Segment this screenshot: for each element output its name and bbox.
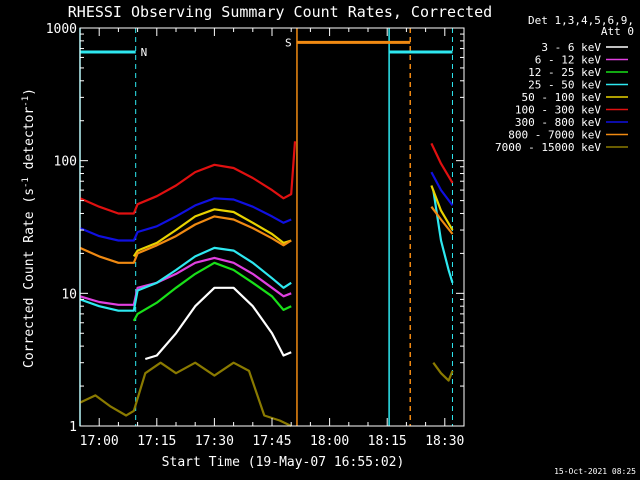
series-line-7 bbox=[79, 215, 292, 264]
series-line-1 bbox=[79, 256, 292, 306]
x-tick-label: 18:30 bbox=[425, 434, 464, 449]
x-tick-label: 17:15 bbox=[137, 434, 176, 449]
legend-label: 50 - 100 keV bbox=[522, 91, 602, 104]
legend-label: 3 - 6 keV bbox=[541, 41, 601, 54]
x-tick-label: 18:00 bbox=[310, 434, 349, 449]
series-line-post-gap-6 bbox=[430, 171, 454, 207]
saa-label: S bbox=[285, 36, 292, 49]
y-tick-label: 1000 bbox=[46, 22, 77, 37]
night-label: N bbox=[141, 46, 148, 59]
series-line-post-gap-4 bbox=[430, 185, 454, 231]
legend-label: 300 - 800 keV bbox=[515, 116, 601, 129]
series-line-post-gap-5 bbox=[430, 142, 454, 184]
legend-label: 800 - 7000 keV bbox=[508, 129, 601, 142]
y-axis-label: Corrected Count Rate (s-1 detector-1) bbox=[21, 88, 37, 368]
x-axis-label: Start Time (19-May-07 16:55:02) bbox=[162, 455, 405, 470]
x-tick-label: 17:00 bbox=[80, 434, 119, 449]
legend-label: 25 - 50 keV bbox=[528, 79, 601, 92]
y-tick-label: 1 bbox=[69, 420, 77, 435]
legend-label: 6 - 12 keV bbox=[535, 54, 602, 67]
series-line-5 bbox=[79, 141, 297, 215]
x-tick-label: 17:45 bbox=[252, 434, 291, 449]
series-line-6 bbox=[79, 197, 292, 242]
x-tick-label: 17:30 bbox=[195, 434, 234, 449]
x-tick-label: 18:15 bbox=[368, 434, 407, 449]
legend-header: Att 0 bbox=[601, 25, 634, 38]
series-line-2 bbox=[132, 261, 292, 322]
series-line-3 bbox=[79, 246, 292, 312]
y-axis: 1 10 100 1000 bbox=[46, 22, 464, 435]
series-line-post-gap-7 bbox=[430, 206, 454, 235]
series-line-0 bbox=[144, 286, 292, 361]
legend-header: Det 1,3,4,5,6,9, bbox=[528, 14, 634, 27]
x-axis: 17:00 17:15 17:30 17:45 18:00 18:15 18:30 bbox=[79, 28, 465, 449]
plot-area: NS bbox=[79, 28, 454, 427]
series-line-post-gap-8 bbox=[432, 362, 454, 382]
y-tick-label: 100 bbox=[54, 155, 77, 170]
chart-title: RHESSI Observing Summary Count Rates, Co… bbox=[68, 3, 492, 21]
series-line-8 bbox=[79, 361, 292, 427]
legend-label: 100 - 300 keV bbox=[515, 104, 601, 117]
legend-label: 7000 - 15000 keV bbox=[495, 141, 601, 154]
y-tick-label: 10 bbox=[61, 287, 77, 302]
legend-label: 12 - 25 keV bbox=[528, 66, 601, 79]
footer-timestamp: 15-Oct-2021 08:25 bbox=[554, 467, 636, 476]
series-line-4 bbox=[132, 208, 292, 258]
